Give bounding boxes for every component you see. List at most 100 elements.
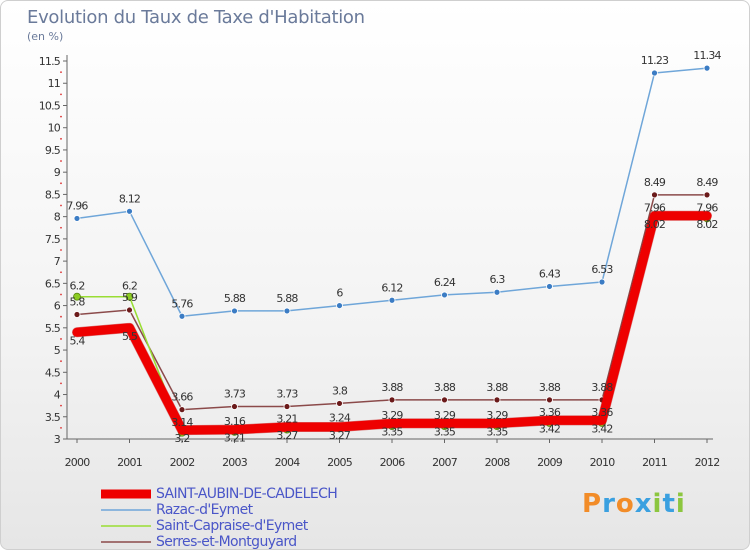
- data-label: 6.43: [539, 267, 561, 280]
- x-tick-label: 2004: [275, 456, 301, 469]
- legend-item: Saint-Capraise-d'Eymet: [101, 518, 337, 534]
- y-minor-dot: [60, 137, 62, 140]
- data-label: 3.73: [276, 388, 298, 401]
- logo-letter: r: [602, 489, 616, 519]
- logo-letter: o: [615, 489, 635, 519]
- data-label: 3.88: [486, 381, 508, 394]
- data-label: 3.8: [332, 384, 348, 397]
- y-tick-label: 4.5: [45, 366, 61, 379]
- data-point: [703, 191, 711, 199]
- x-tick-label: 2006: [380, 456, 406, 469]
- data-label: 5.9: [122, 291, 138, 304]
- y-minor-dot: [60, 271, 62, 274]
- y-minor-dot: [60, 315, 62, 318]
- data-point: [126, 207, 133, 215]
- y-minor-dot: [60, 204, 62, 207]
- data-label: 3.21: [276, 413, 297, 426]
- y-minor-dot: [60, 426, 62, 429]
- data-label: 5.76: [171, 297, 193, 310]
- x-tick-label: 2003: [222, 456, 248, 469]
- legend-swatch-saint-aubin: [101, 489, 151, 499]
- data-label: 3.27: [329, 429, 351, 442]
- data-label: 3.29: [486, 409, 508, 422]
- y-tick-label: 9: [54, 166, 61, 179]
- data-label: 3.88: [539, 381, 561, 394]
- y-tick-label: 6: [54, 300, 61, 313]
- proxiti-logo[interactable]: Proxiti: [582, 489, 686, 519]
- data-label: 8.02: [644, 218, 665, 231]
- legend-label-saint-aubin: SAINT-AUBIN-DE-CADELECH: [156, 486, 338, 502]
- data-point: [125, 292, 134, 301]
- y-tick-label: 5: [54, 344, 61, 357]
- data-label: 6.24: [434, 276, 456, 289]
- data-label: 8.12: [119, 192, 140, 205]
- data-point: [388, 296, 396, 304]
- data-label: 3.42: [591, 422, 612, 435]
- data-label: 5.5: [122, 330, 138, 343]
- data-label: 6.2: [122, 280, 137, 293]
- y-tick-label: 11: [48, 77, 60, 90]
- data-label: 8.49: [696, 176, 718, 189]
- y-minor-dot: [60, 160, 62, 162]
- y-tick-label: 10.5: [39, 99, 61, 112]
- y-minor-dot: [60, 338, 62, 340]
- data-label: 3.36: [539, 406, 561, 419]
- x-tick-label: 2005: [327, 456, 353, 469]
- data-point: [703, 64, 711, 72]
- logo-letter: i: [652, 489, 663, 519]
- y-tick-label: 3: [54, 433, 61, 446]
- data-label: 6.2: [69, 280, 84, 293]
- x-tick-label: 2009: [537, 456, 563, 469]
- series-line: [76, 67, 708, 318]
- y-minor-dot: [60, 226, 62, 229]
- data-label: 5.88: [276, 292, 298, 305]
- data-point: [441, 396, 448, 404]
- x-tick-label: 2001: [117, 456, 142, 469]
- data-label: 3.88: [381, 381, 403, 394]
- data-label: 3.42: [539, 422, 560, 435]
- y-minor-dot: [60, 115, 62, 118]
- legend-swatch-saint-capraise: [101, 525, 151, 527]
- legend-item: SAINT-AUBIN-DE-CADELECH: [101, 486, 338, 502]
- data-label: 3.24: [329, 411, 351, 424]
- y-minor-dot: [60, 93, 62, 96]
- data-label: 8.02: [696, 218, 717, 231]
- data-label: 3.73: [224, 388, 246, 401]
- y-tick-label: 9.5: [45, 144, 61, 157]
- data-point: [283, 307, 291, 315]
- y-minor-dot: [60, 382, 62, 385]
- data-point: [73, 215, 81, 222]
- legend-label-saint-capraise: Saint-Capraise-d'Eymet: [156, 518, 308, 534]
- y-minor-dot: [60, 360, 62, 363]
- x-tick-label: 2002: [170, 456, 195, 469]
- data-label: 3.2: [174, 432, 189, 445]
- chart-title: Evolution du Taux de Taxe d'Habitation: [27, 7, 365, 28]
- data-label: 3.27: [276, 429, 298, 442]
- data-point: [598, 278, 606, 286]
- data-label: 11.34: [693, 49, 721, 62]
- data-label: 7.96: [644, 201, 666, 214]
- data-point: [283, 403, 291, 410]
- data-label: 5.4: [69, 334, 85, 347]
- legend-label-serres: Serres-et-Montguyard: [156, 534, 297, 550]
- data-label: 6.53: [591, 263, 613, 276]
- chart-data-labels: 5.4 5.5 3.2 3.21 3.27 3.27 3.35 3.35 3.35 3.42 3.4…: [66, 49, 722, 445]
- data-point: [651, 69, 658, 77]
- x-tick-label: 2012: [695, 456, 720, 469]
- data-label: 5.88: [224, 292, 246, 305]
- data-label: 3.21: [224, 432, 245, 445]
- data-label: 3.14: [171, 416, 193, 429]
- chart-legend: SAINT-AUBIN-DE-CADELECH Razac-d'Eymet Sa…: [101, 486, 338, 550]
- data-label: 6.3: [489, 273, 505, 286]
- data-point: [493, 288, 501, 296]
- data-point: [73, 311, 81, 318]
- y-tick-label: 8: [54, 211, 61, 224]
- data-label: 3.29: [434, 409, 456, 422]
- data-point: [388, 396, 396, 404]
- data-label: 6.12: [381, 281, 402, 294]
- chart-lines: [72, 64, 712, 437]
- series-line: [72, 211, 712, 435]
- data-point: [336, 302, 343, 309]
